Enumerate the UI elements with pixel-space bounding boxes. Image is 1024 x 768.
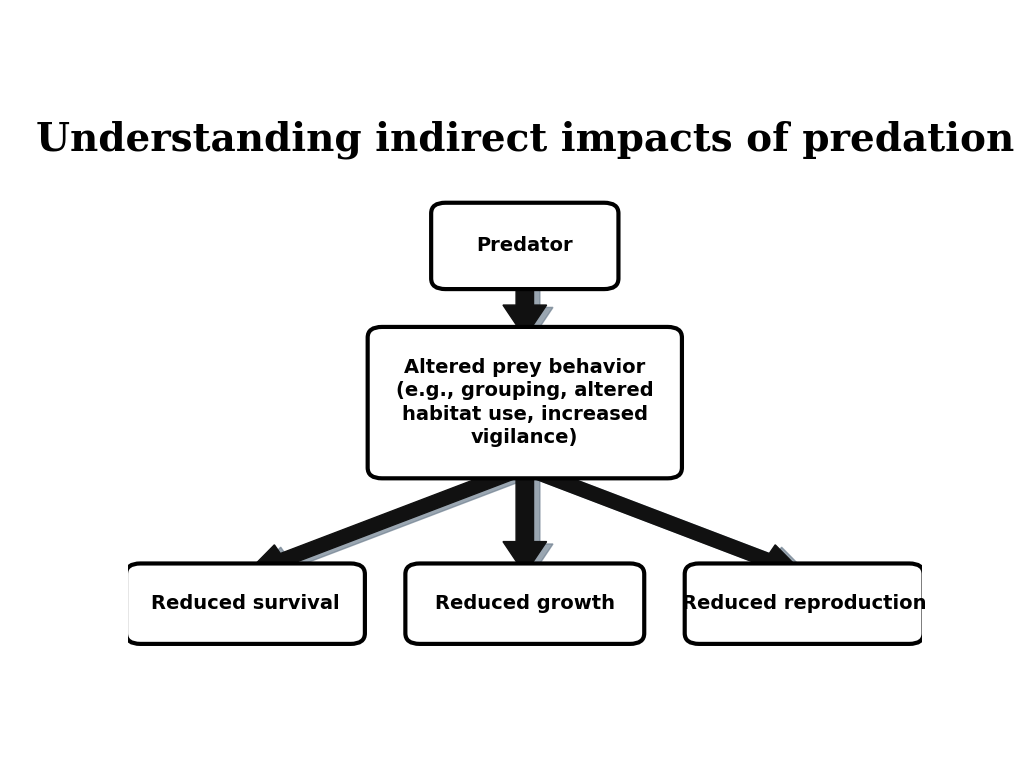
- Polygon shape: [503, 468, 547, 574]
- FancyBboxPatch shape: [431, 203, 618, 289]
- Polygon shape: [252, 464, 536, 577]
- Text: Altered prey behavior
(e.g., grouping, altered
habitat use, increased
vigilance): Altered prey behavior (e.g., grouping, a…: [396, 358, 653, 448]
- FancyBboxPatch shape: [685, 564, 924, 644]
- Text: Reduced reproduction: Reduced reproduction: [682, 594, 927, 613]
- Text: Understanding indirect impacts of predation: Understanding indirect impacts of predat…: [36, 121, 1014, 159]
- FancyBboxPatch shape: [126, 564, 365, 644]
- Polygon shape: [509, 470, 553, 577]
- FancyBboxPatch shape: [368, 327, 682, 478]
- FancyBboxPatch shape: [406, 564, 644, 644]
- Text: Predator: Predator: [476, 237, 573, 256]
- Polygon shape: [503, 279, 547, 338]
- Polygon shape: [527, 464, 811, 577]
- Text: Reduced growth: Reduced growth: [435, 594, 614, 613]
- Polygon shape: [246, 462, 528, 574]
- Polygon shape: [521, 462, 804, 574]
- Polygon shape: [509, 281, 553, 340]
- Text: Reduced survival: Reduced survival: [152, 594, 340, 613]
